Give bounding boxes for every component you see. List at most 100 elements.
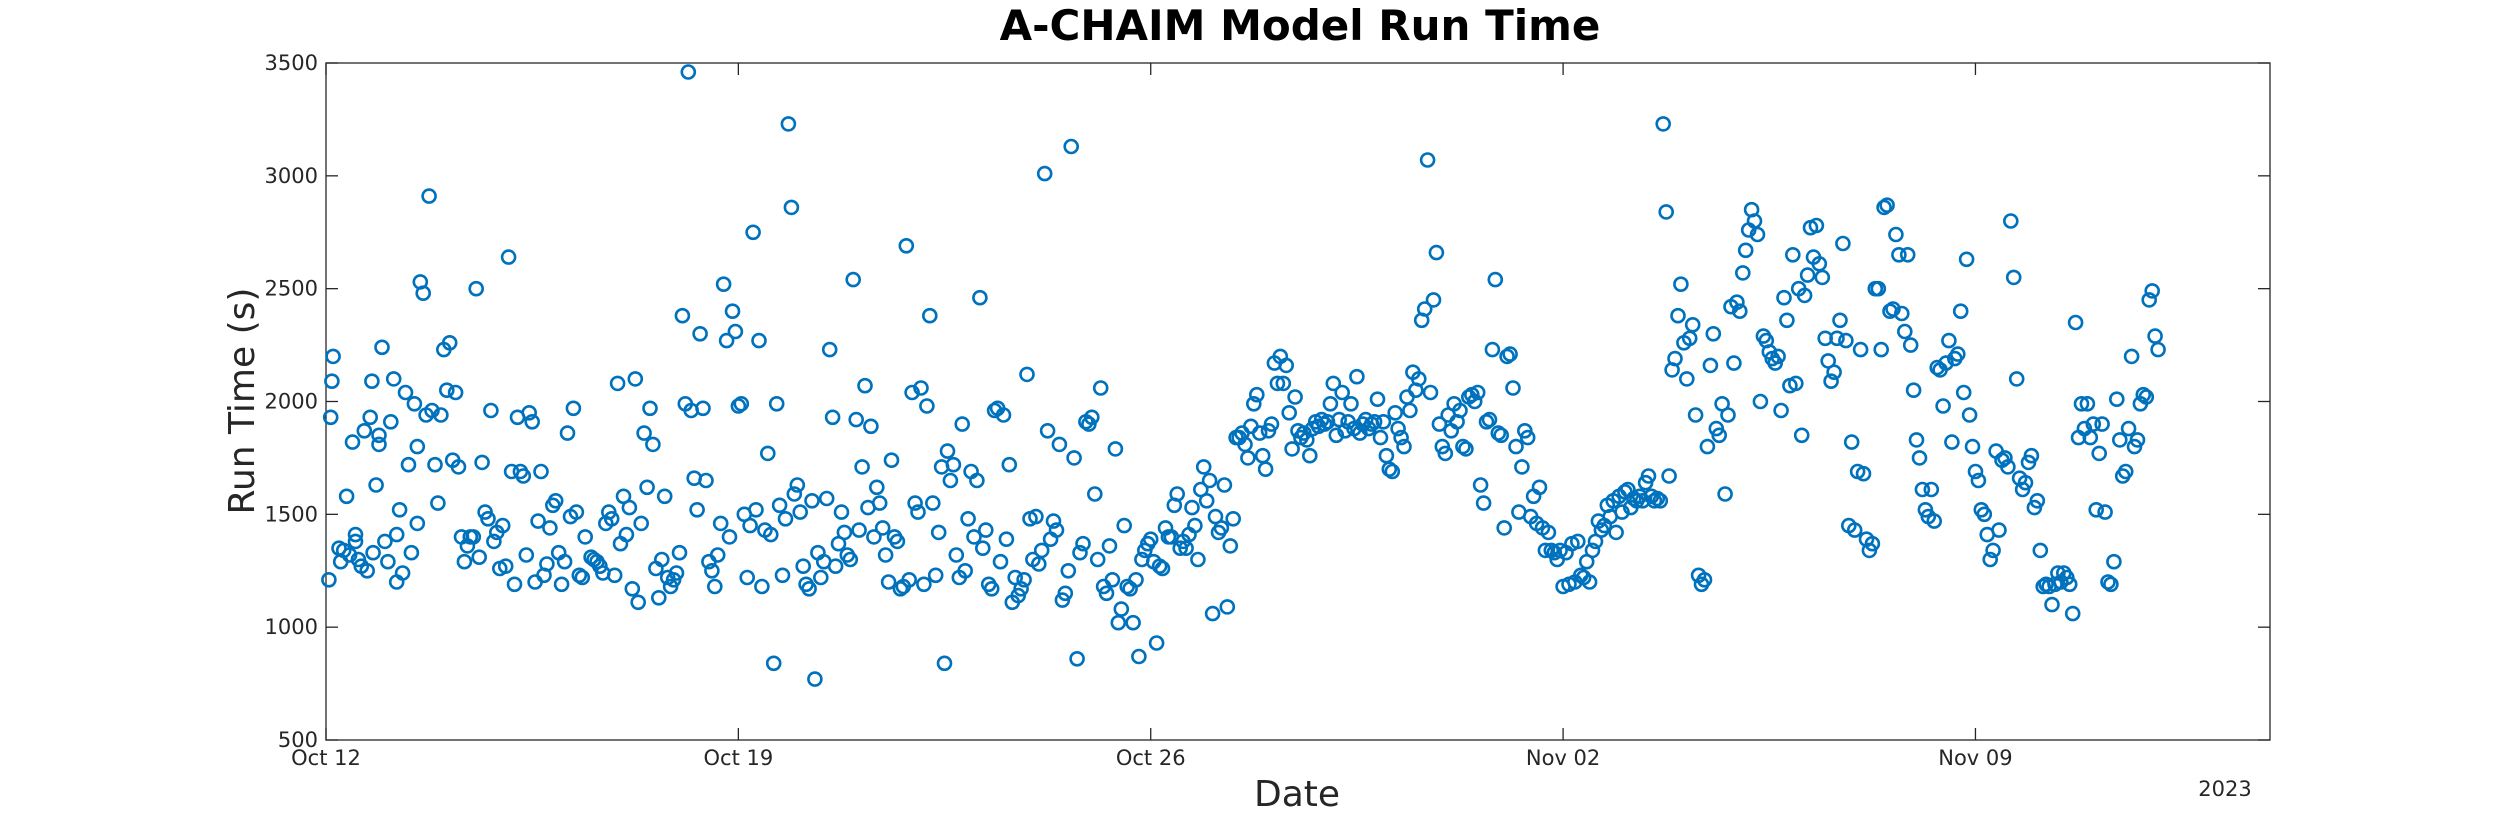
data-point <box>1051 436 1068 453</box>
data-point <box>359 562 376 579</box>
data-point <box>1838 332 1854 349</box>
data-point <box>2117 463 2134 480</box>
data-point <box>515 468 532 484</box>
data-point <box>344 434 361 450</box>
data-point <box>1770 348 1786 365</box>
data-point <box>877 547 894 563</box>
data-point <box>1885 301 1901 317</box>
data-point <box>871 495 888 511</box>
data-point <box>1894 305 1910 322</box>
data-point <box>1039 422 1056 439</box>
data-point <box>674 307 691 324</box>
data-point <box>618 526 635 543</box>
data-point <box>1829 330 1845 347</box>
data-point <box>1699 438 1716 455</box>
data-point <box>1411 371 1427 387</box>
data-point <box>521 404 538 421</box>
data-point <box>1455 438 1471 455</box>
data-point <box>1505 380 1521 396</box>
data-point <box>391 501 408 518</box>
data-point <box>998 531 1015 548</box>
data-point <box>892 580 909 597</box>
data-point <box>1481 411 1498 428</box>
data-point <box>1846 522 1863 538</box>
data-point <box>974 540 991 557</box>
data-point <box>1696 571 1713 588</box>
data-point <box>2112 432 2128 448</box>
data-point <box>1958 251 1975 268</box>
data-point <box>1101 538 1118 554</box>
data-point <box>942 472 959 489</box>
data-point <box>577 529 594 545</box>
data-point <box>1997 450 2013 466</box>
data-point <box>1961 407 1978 423</box>
data-point <box>1469 384 1486 401</box>
data-point <box>524 413 541 430</box>
data-point <box>568 504 585 520</box>
data-point <box>1661 468 1677 484</box>
data-point <box>474 454 490 471</box>
data-point <box>1808 217 1825 234</box>
data-point <box>2094 416 2110 432</box>
data-point <box>1905 382 1922 399</box>
data-point <box>1950 346 1966 362</box>
data-point <box>1069 650 1085 667</box>
data-point <box>671 544 688 561</box>
data-point <box>633 515 650 532</box>
data-point <box>415 285 432 302</box>
data-point <box>2088 501 2104 518</box>
data-point <box>2000 459 2016 475</box>
data-point <box>792 504 809 520</box>
data-point <box>621 499 638 516</box>
data-point <box>1393 429 1409 446</box>
data-point <box>1519 429 1536 446</box>
data-point <box>636 425 652 441</box>
data-point <box>1343 395 1359 412</box>
data-point <box>1225 510 1241 527</box>
data-point <box>556 553 573 570</box>
data-point <box>1001 456 1018 473</box>
data-point <box>762 526 779 543</box>
data-point <box>321 571 337 588</box>
data-point <box>1349 368 1365 385</box>
data-point <box>2141 292 2157 308</box>
data-point <box>718 332 735 349</box>
data-point <box>1419 152 1436 168</box>
data-point <box>1249 386 1265 403</box>
data-point <box>574 569 591 586</box>
data-point <box>745 224 761 241</box>
data-point <box>2023 447 2040 464</box>
data-point <box>1717 486 1733 502</box>
data-point <box>406 395 423 412</box>
data-point <box>324 373 340 390</box>
data-point <box>1337 422 1353 439</box>
data-point <box>1864 535 1881 552</box>
data-point <box>2120 420 2137 437</box>
data-point <box>739 569 756 586</box>
data-point <box>1826 364 1842 381</box>
data-point <box>1584 542 1601 559</box>
data-point <box>1720 407 1736 423</box>
data-point <box>1773 402 1789 419</box>
data-point <box>1275 375 1292 392</box>
data-point <box>1222 538 1239 554</box>
data-point <box>1923 481 1940 498</box>
data-point <box>848 411 865 428</box>
y-tick-label: 3000 <box>265 164 318 188</box>
data-point <box>924 495 941 511</box>
data-point <box>754 578 770 595</box>
data-point <box>921 307 938 324</box>
data-point <box>1873 341 1889 358</box>
data-point <box>1213 520 1230 536</box>
data-point <box>680 64 697 80</box>
data-point <box>542 520 558 536</box>
data-point <box>916 576 932 593</box>
y-tick-label: 1000 <box>265 615 318 639</box>
data-point <box>945 456 962 473</box>
chart-title: A-CHAIM Model Run Time <box>1000 1 1601 50</box>
data-point <box>1702 357 1719 374</box>
data-point <box>1976 506 1993 523</box>
data-point <box>1425 292 1442 308</box>
data-point <box>1732 303 1748 320</box>
data-point <box>966 529 982 545</box>
